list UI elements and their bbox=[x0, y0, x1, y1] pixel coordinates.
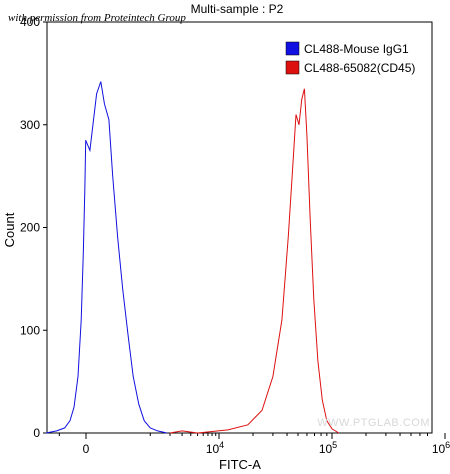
x-tick-label: 105 bbox=[319, 440, 337, 456]
chart-title: Multi-sample : P2 bbox=[191, 2, 284, 16]
legend-swatch bbox=[285, 60, 300, 75]
series-line-1 bbox=[45, 81, 168, 434]
y-axis-title: Count bbox=[2, 212, 17, 247]
x-tick-label: 0 bbox=[83, 442, 90, 456]
y-tick-label: 200 bbox=[20, 221, 40, 235]
y-axis: 0 100 200 300 400 bbox=[20, 15, 47, 440]
watermark: WWW.PTGLAB.COM bbox=[317, 417, 430, 429]
legend-label: CL488-Mouse IgG1 bbox=[304, 42, 409, 56]
y-tick-label: 400 bbox=[20, 15, 40, 29]
x-tick-label: 104 bbox=[206, 440, 224, 456]
y-tick-label: 100 bbox=[20, 323, 40, 337]
x-axis: 0 104 105 106 bbox=[58, 433, 450, 456]
legend: CL488-Mouse IgG1 CL488-65082(CD45) bbox=[285, 41, 415, 75]
legend-swatch bbox=[285, 41, 300, 56]
plot-frame bbox=[46, 21, 433, 434]
y-tick-label: 0 bbox=[33, 426, 40, 440]
permission-note: with permission from Proteintech Group bbox=[8, 12, 186, 24]
series-line-2 bbox=[169, 88, 340, 434]
x-axis-title: FITC-A bbox=[219, 457, 261, 472]
y-tick-label: 300 bbox=[20, 118, 40, 132]
x-tick-label: 106 bbox=[432, 440, 450, 456]
legend-label: CL488-65082(CD45) bbox=[304, 61, 415, 75]
series-lines bbox=[45, 81, 340, 434]
